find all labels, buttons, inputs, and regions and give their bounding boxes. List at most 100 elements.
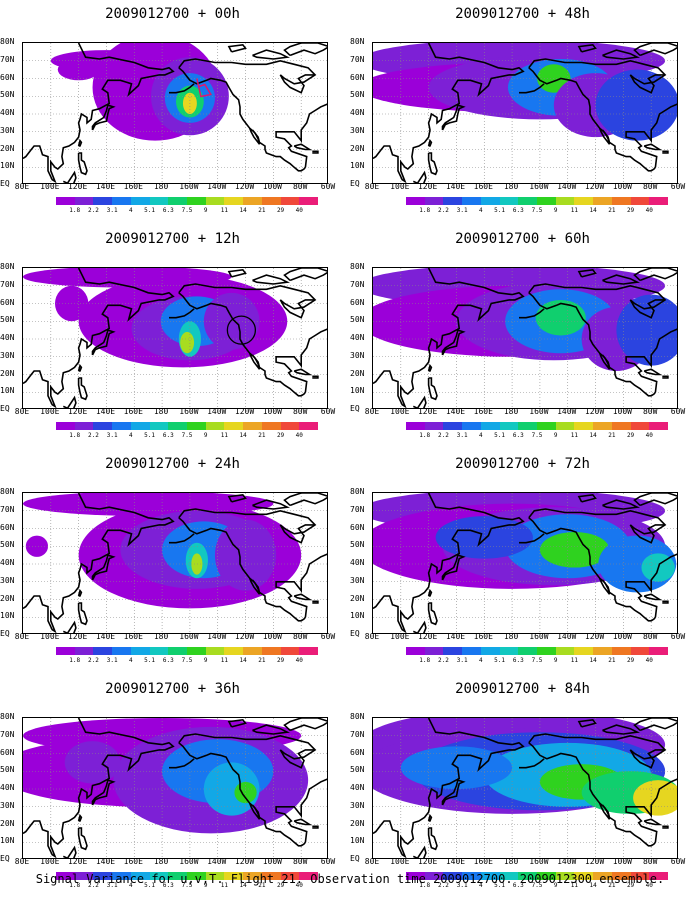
longitude-label: 160E	[123, 182, 143, 191]
latitude-label: EQ	[350, 629, 360, 638]
colorbar-swatch	[112, 647, 131, 655]
longitude-label: 100E	[40, 632, 60, 641]
variance-contour	[180, 331, 195, 354]
map-plot	[372, 267, 678, 409]
colorbar-swatch	[280, 647, 300, 655]
colorbar-tick-label: 14	[239, 657, 247, 664]
longitude-label: 100E	[390, 857, 410, 866]
longitude-label: 120E	[67, 632, 88, 641]
coastline	[248, 352, 261, 370]
longitude-label: 80E	[14, 857, 30, 866]
colorbar-swatch	[499, 422, 519, 430]
colorbar-swatch	[168, 422, 188, 430]
colorbar-swatch	[649, 422, 669, 430]
coastline	[252, 499, 291, 510]
coastline	[577, 493, 597, 503]
coastline	[169, 308, 195, 319]
colorbar-tick-label: 9	[553, 657, 558, 664]
colorbar-swatch	[205, 872, 225, 880]
colorbar-tick-label: 6.3	[512, 207, 524, 214]
latitude-label: 20N	[0, 593, 15, 603]
longitude-label: 100W	[262, 857, 282, 866]
colorbar-tick-label: 1.8	[69, 432, 81, 439]
coastline	[91, 329, 116, 356]
coastline	[662, 375, 669, 379]
latitude-label: 50N	[0, 765, 15, 775]
latitude-label: 10N	[0, 611, 15, 621]
latitude-label: 20N	[350, 143, 365, 153]
colorbar	[56, 197, 319, 205]
coastline	[519, 533, 545, 544]
colorbar	[56, 647, 319, 655]
coastline	[373, 43, 525, 183]
longitude-label: 60W	[670, 857, 686, 866]
coastline	[77, 363, 83, 372]
coastline	[169, 758, 195, 769]
colorbar-tick-label: 21	[258, 657, 266, 664]
colorbar-swatch	[518, 422, 538, 430]
latitude-label: 20N	[0, 368, 15, 378]
coastline	[625, 328, 677, 393]
latitude-label: 40N	[350, 783, 365, 792]
colorbar-tick-label: 21	[608, 207, 616, 214]
colorbar-swatch	[243, 197, 262, 205]
coastline	[643, 368, 663, 376]
coastline	[412, 620, 427, 633]
coastline	[625, 778, 677, 843]
variance-contour	[25, 535, 49, 557]
longitude-label: 80W	[642, 407, 658, 416]
coastline	[293, 593, 313, 601]
latitude-label: 60N	[0, 522, 15, 532]
map-panel: 2009012700 + 12h 80N 70N 60N 50N 40N 30N 20N 10N…	[0, 225, 345, 440]
latitude-label: 20N	[0, 143, 15, 153]
latitude-label: 40N	[0, 333, 15, 342]
colorbar-tick-label: 6.3	[512, 657, 524, 664]
coastline	[279, 524, 316, 544]
coastline	[427, 138, 433, 147]
longitude-label: 80E	[364, 182, 380, 191]
colorbar-tick-label: 1.8	[419, 432, 431, 439]
longitude-label: 60W	[320, 407, 336, 416]
colorbar-tick-label: 40	[295, 657, 303, 664]
colorbar-tick-label: 40	[295, 207, 303, 214]
coastline	[598, 577, 611, 595]
colorbar-swatch	[299, 422, 319, 430]
coastline	[312, 150, 319, 154]
latitude-label: 80N	[350, 712, 365, 721]
colorbar-tick-label: 40	[645, 657, 653, 664]
panel-title: 2009012700 + 60h	[455, 231, 590, 247]
colorbar-tick-label: 7.5	[181, 657, 193, 664]
coastline	[427, 363, 433, 372]
colorbar-swatch	[406, 422, 425, 430]
coastline	[227, 43, 247, 53]
colorbar-swatch	[462, 197, 481, 205]
longitude-label: 120W	[234, 182, 255, 191]
coastline	[427, 602, 438, 626]
colorbar-swatch	[56, 197, 75, 205]
colorbar-tick-label: 11	[570, 207, 579, 214]
colorbar-tick-label: 40	[295, 882, 303, 889]
longitude-label: 160W	[529, 632, 549, 641]
colorbar-swatch	[424, 197, 444, 205]
longitude-label: 140W	[557, 407, 577, 416]
colorbar-swatch	[56, 422, 75, 430]
longitude-label: 120W	[584, 407, 605, 416]
longitude-label: 160W	[179, 857, 199, 866]
longitude-label: 80W	[642, 182, 658, 191]
latitude-label: 10N	[0, 386, 15, 396]
coastline	[91, 104, 116, 131]
coastline	[602, 499, 641, 510]
colorbar-swatch	[424, 872, 444, 880]
latitude-label: 10N	[350, 836, 365, 846]
colorbar-tick-label: 5.1	[494, 432, 505, 439]
colorbar-tick-label: 7.5	[181, 432, 193, 439]
coastline	[528, 67, 657, 172]
colorbar-tick-label: 14	[239, 207, 247, 214]
colorbar-swatch	[130, 422, 150, 430]
colorbar-swatch	[462, 872, 481, 880]
longitude-label: 80E	[364, 407, 380, 416]
coastline	[519, 83, 545, 94]
colorbar-swatch	[649, 197, 669, 205]
panel-title: 2009012700 + 84h	[455, 681, 590, 697]
variance-contour	[435, 516, 533, 559]
